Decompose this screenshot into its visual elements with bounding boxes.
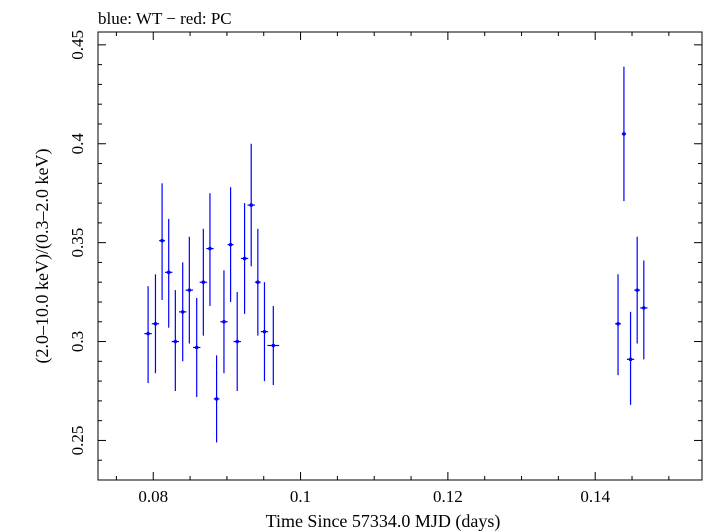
point-marker [635, 288, 639, 292]
data-point [640, 260, 648, 360]
y-tick-label: 0.45 [68, 30, 87, 60]
point-marker [146, 331, 150, 336]
data-point [220, 270, 228, 374]
point-marker [166, 270, 171, 275]
point-marker [262, 329, 267, 334]
data-point [171, 290, 180, 391]
data-point [260, 282, 269, 382]
data-point [159, 183, 166, 301]
y-axis-label: (2.0–10.0 keV)/(0.3–2.0 keV) [32, 149, 53, 364]
data-point [227, 187, 234, 302]
data-point [254, 228, 261, 336]
data-points [144, 66, 648, 443]
point-marker [222, 319, 226, 324]
x-axis-label: Time Since 57334.0 MJD (days) [266, 511, 501, 532]
point-marker [242, 256, 247, 261]
data-point [247, 143, 255, 267]
data-point [626, 311, 635, 405]
point-marker [201, 280, 206, 285]
point-marker [616, 321, 620, 326]
point-marker [160, 238, 164, 243]
data-point [193, 298, 201, 397]
point-marker [235, 339, 240, 344]
point-marker [256, 280, 260, 285]
data-point [144, 286, 152, 384]
data-point [165, 218, 173, 328]
data-point [185, 236, 194, 344]
point-marker [628, 357, 633, 362]
plot-frame [97, 31, 703, 481]
data-point [179, 262, 187, 362]
y-tick-label: 0.25 [68, 426, 87, 456]
point-marker [622, 132, 626, 136]
point-marker [187, 288, 192, 292]
x-tick-label: 0.1 [290, 487, 311, 506]
point-marker [194, 345, 199, 350]
axes: 0.08 0.1 0.12 0.14 0.25 0.3 0.35 0.4 0.45 [68, 30, 702, 506]
data-point [206, 193, 214, 306]
data-point [634, 236, 641, 344]
point-marker [208, 246, 212, 251]
point-marker [642, 306, 646, 310]
point-marker [214, 397, 219, 401]
x-tick-label: 0.14 [580, 487, 610, 506]
y-tick-label: 0.3 [68, 331, 87, 352]
y-tick-label: 0.35 [68, 228, 87, 258]
data-point [615, 274, 621, 376]
data-point [199, 228, 208, 336]
y-tick-label: 0.4 [68, 133, 87, 155]
x-tick-label: 0.12 [433, 487, 463, 506]
data-point [267, 305, 280, 386]
data-point [151, 274, 160, 374]
point-marker [249, 203, 254, 207]
point-marker [173, 339, 178, 344]
point-marker [271, 343, 276, 348]
chart-title: blue: WT − red: PC [98, 9, 232, 28]
data-point [213, 355, 220, 443]
data-point [621, 66, 627, 202]
x-tick-label: 0.08 [138, 487, 168, 506]
point-marker [228, 242, 233, 247]
point-marker [153, 321, 158, 326]
data-point [240, 203, 249, 314]
point-marker [180, 310, 185, 314]
data-point [233, 292, 241, 391]
